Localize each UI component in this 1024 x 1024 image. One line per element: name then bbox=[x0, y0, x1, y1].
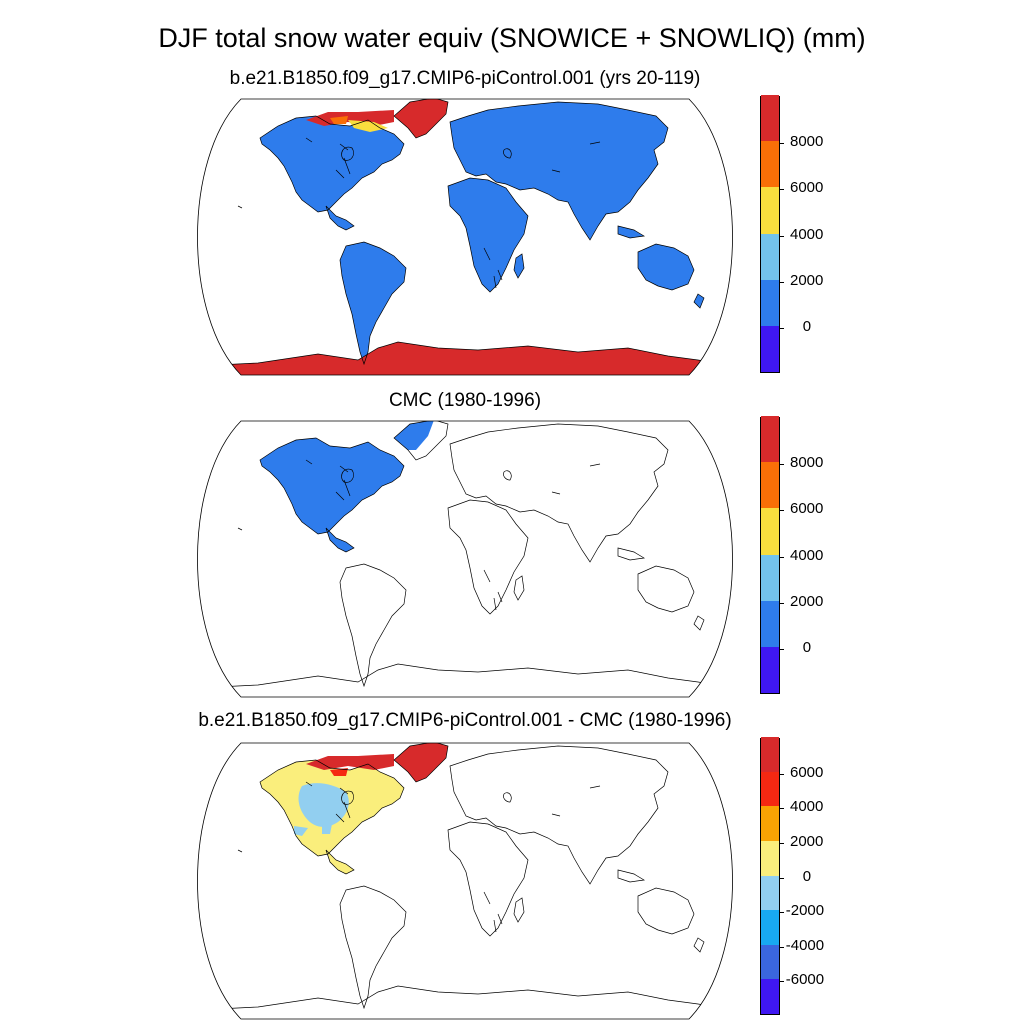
colorbar-segment bbox=[761, 461, 779, 509]
colorbar-label: -4000 bbox=[785, 936, 825, 954]
colorbar-tick bbox=[779, 877, 784, 879]
colorbar-label: 0 bbox=[802, 317, 812, 335]
colorbar-label: 8000 bbox=[790, 133, 824, 151]
panel-1-colorbar bbox=[760, 94, 784, 373]
colorbar-segment bbox=[761, 646, 779, 693]
panel-2-map bbox=[197, 420, 733, 698]
colorbar-tick bbox=[779, 808, 784, 810]
colorbar-label: 2000 bbox=[790, 592, 824, 610]
panel-1-map bbox=[197, 98, 733, 376]
panel-3-title: b.e21.B1850.f09_g17.CMIP6-piControl.001 … bbox=[198, 710, 732, 731]
colorbar-segment bbox=[761, 805, 779, 841]
panel-2-colorbar bbox=[760, 415, 784, 694]
colorbar-label: -6000 bbox=[785, 971, 825, 989]
colorbar-label: 2000 bbox=[790, 271, 824, 289]
colorbar-segment bbox=[761, 140, 779, 188]
colorbar-tick bbox=[779, 946, 784, 948]
colorbar-label: 6000 bbox=[790, 763, 824, 781]
colorbar-segment bbox=[761, 186, 779, 234]
colorbar-tick bbox=[779, 510, 784, 512]
colorbar-label: 4000 bbox=[790, 546, 824, 564]
colorbar-tick bbox=[779, 189, 784, 191]
colorbar-label: -2000 bbox=[785, 902, 825, 920]
colorbar-segment bbox=[761, 554, 779, 601]
colorbar-segment bbox=[761, 840, 779, 876]
colorbar-tick bbox=[779, 981, 784, 983]
colorbar-label: 4000 bbox=[790, 225, 824, 243]
colorbar-label: 0 bbox=[802, 867, 812, 885]
colorbar-label: 6000 bbox=[790, 179, 824, 197]
colorbar-segment bbox=[761, 909, 779, 945]
colorbar-tick bbox=[779, 464, 784, 466]
colorbar-segment bbox=[761, 736, 779, 772]
colorbar-segment bbox=[761, 978, 779, 1014]
main-title: DJF total snow water equiv (SNOWICE + SN… bbox=[158, 23, 866, 53]
colorbar-segment bbox=[761, 325, 779, 372]
colorbar-segment bbox=[761, 944, 779, 980]
colorbar-tick bbox=[779, 648, 784, 650]
colorbar-segment bbox=[761, 279, 779, 326]
colorbar-segment bbox=[761, 771, 779, 807]
colorbar-segment bbox=[761, 875, 779, 911]
colorbar-tick bbox=[779, 281, 784, 283]
colorbar-label: 4000 bbox=[790, 798, 824, 816]
colorbar-tick bbox=[779, 143, 784, 145]
colorbar-label: 6000 bbox=[790, 500, 824, 518]
colorbar-tick bbox=[779, 327, 784, 329]
colorbar-segment bbox=[761, 415, 779, 463]
colorbar-tick bbox=[779, 556, 784, 558]
colorbar-tick bbox=[779, 842, 784, 844]
colorbar-segment bbox=[761, 94, 779, 142]
colorbar-label: 2000 bbox=[790, 832, 824, 850]
panel-1-title: b.e21.B1850.f09_g17.CMIP6-piControl.001 … bbox=[229, 68, 701, 89]
panel-3-colorbar bbox=[760, 736, 784, 1015]
colorbar-tick bbox=[779, 602, 784, 604]
colorbar-label: 8000 bbox=[790, 454, 824, 472]
colorbar-tick bbox=[779, 912, 784, 914]
panel-2-title: CMC (1980-1996) bbox=[388, 390, 542, 411]
colorbar-tick bbox=[779, 235, 784, 237]
colorbar-segment bbox=[761, 507, 779, 555]
colorbar-segment bbox=[761, 600, 779, 647]
colorbar-segment bbox=[761, 233, 779, 280]
panel-3-map bbox=[197, 742, 733, 1020]
colorbar-tick bbox=[779, 773, 784, 775]
colorbar-label: 0 bbox=[802, 638, 812, 656]
